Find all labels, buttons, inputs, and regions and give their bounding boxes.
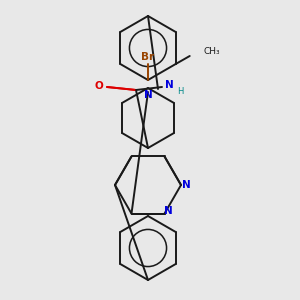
Text: N: N [164, 206, 173, 216]
Text: O: O [94, 81, 103, 91]
Text: H: H [177, 86, 183, 95]
Text: CH₃: CH₃ [204, 47, 220, 56]
Text: N: N [144, 90, 152, 100]
Text: Br: Br [141, 52, 154, 62]
Text: N: N [182, 180, 190, 190]
Text: N: N [165, 80, 173, 90]
